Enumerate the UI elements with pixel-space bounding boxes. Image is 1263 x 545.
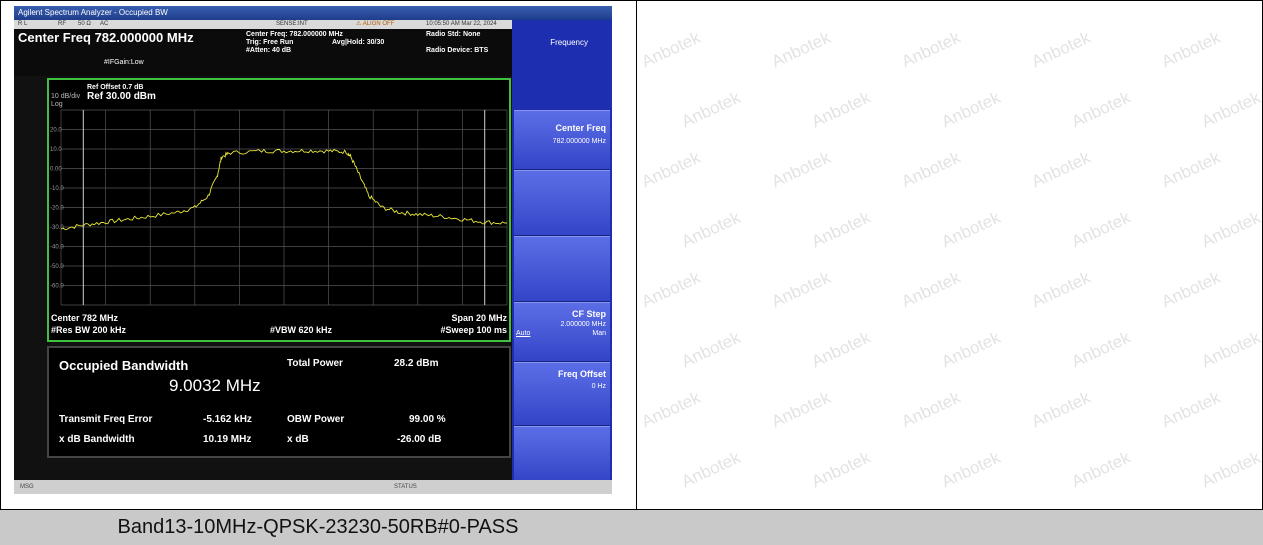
softkey-blank-2[interactable] — [514, 236, 610, 302]
status-sense: SENSE:INT — [276, 21, 308, 27]
avg-hold: Avg|Hold: 30/30 — [332, 39, 385, 46]
xdb-label: x dB — [287, 434, 309, 445]
cf-step-label: CF Step — [571, 309, 606, 319]
msg-label: MSG — [20, 484, 34, 490]
sweep: #Sweep 100 ms — [440, 325, 507, 335]
table-divider-horizontal — [0, 509, 1263, 510]
status-coupling: AC — [100, 21, 109, 27]
y-tick-label: -10.0 — [50, 186, 64, 192]
measurement-header — [14, 20, 512, 76]
softkey-blank-3[interactable] — [514, 426, 610, 482]
window-title: Agilent Spectrum Analyzer - Occupied BW — [14, 6, 612, 20]
radio-std: Radio Std: None — [426, 31, 481, 38]
freq-error-value: -5.162 kHz — [203, 414, 252, 425]
log-label: Log — [51, 101, 63, 108]
trig-mode: Trig: Free Run — [246, 39, 294, 46]
xdb-value: -26.00 dB — [397, 434, 442, 445]
freq-offset-label: Freq Offset — [557, 369, 606, 379]
y-tick-label: 10.0 — [50, 147, 62, 153]
freq-error-label: Transmit Freq Error — [59, 414, 153, 425]
obw-power-value: 99.00 % — [409, 414, 446, 425]
vbw: #VBW 620 kHz — [270, 325, 333, 335]
softkey-blank-1[interactable] — [514, 170, 610, 236]
center-freq-softkey-label: Center Freq — [555, 123, 606, 133]
caption-band — [0, 510, 1263, 545]
attenuation: #Atten: 40 dB — [246, 47, 292, 54]
status-row: R L RF 50 Ω AC SENSE:INT ⚠ ALIGN OFF 10:… — [14, 20, 512, 29]
center-freq-softkey[interactable]: Center Freq 782.000000 MHz — [514, 110, 610, 170]
spectrum-plot: Ref Offset 0.7 dB 10 dB/div Ref 30.00 dB… — [47, 78, 511, 342]
status-align: ⚠ ALIGN OFF — [356, 21, 395, 27]
spectrum-graticule: 20.0 10.0 0.00 -10.0 -20.0 -30.0 -40.0 -50.0 -60… — [50, 109, 508, 306]
softkey-menu-title: Frequency — [514, 22, 610, 70]
cf-step-auto[interactable]: Auto — [516, 330, 531, 337]
test-case-caption: Band13-10MHz-QPSK-23230-50RB#0-PASS — [117, 516, 519, 538]
softkey-panel: Frequency Center Freq 782.000000 MHz CF … — [512, 20, 612, 490]
radio-device: Radio Device: BTS — [426, 47, 489, 54]
obw-results-panel: Occupied Bandwidth 9.0032 MHz Total Powe… — [47, 346, 511, 458]
status-rf: RF — [58, 21, 66, 27]
xdb-bw-value: 10.19 MHz — [203, 434, 252, 445]
center-label: Center 782 MHz — [51, 313, 119, 323]
ref-level: Ref 30.00 dBm — [87, 91, 156, 102]
freq-offset-softkey[interactable]: Freq Offset 0 Hz — [514, 362, 610, 426]
table-border-left — [0, 0, 1, 545]
status-impedance: 50 Ω — [78, 21, 91, 27]
freq-offset-value: 0 Hz — [591, 383, 606, 390]
spectrum-analyzer-screenshot: Agilent Spectrum Analyzer - Occupied BW … — [14, 6, 612, 494]
status-label: STATUS — [394, 484, 417, 490]
cf-step-man[interactable]: Man — [592, 330, 606, 337]
ifgain: #IFGain:Low — [104, 59, 144, 66]
y-tick-label: -50.0 — [50, 264, 64, 270]
center-freq-softkey-value: 782.000000 MHz — [552, 138, 606, 145]
occupied-bw-value: 9.0032 MHz — [169, 376, 261, 395]
y-tick-label: -20.0 — [50, 206, 64, 212]
center-freq-detail: Center Freq: 782.000000 MHz — [246, 31, 343, 38]
y-tick-label: 20.0 — [50, 128, 62, 134]
res-bw: #Res BW 200 kHz — [51, 325, 127, 335]
y-tick-label: -60.0 — [50, 284, 64, 290]
y-tick-label: -30.0 — [50, 225, 64, 231]
status-rl: R L — [18, 21, 28, 27]
occupied-bw-label: Occupied Bandwidth — [59, 358, 189, 373]
table-border-top — [0, 0, 1263, 1]
menu-title: Frequency — [550, 38, 588, 47]
y-tick-label: -40.0 — [50, 245, 64, 251]
ref-offset: Ref Offset 0.7 dB — [87, 84, 144, 91]
center-freq-title: Center Freq 782.000000 MHz — [18, 30, 194, 45]
total-power-value: 28.2 dBm — [394, 358, 439, 369]
y-tick-label: 0.00 — [50, 167, 62, 173]
scale-div: 10 dB/div — [51, 93, 81, 100]
obw-power-label: OBW Power — [287, 414, 345, 425]
message-bar: MSG STATUS — [14, 480, 612, 494]
total-power-label: Total Power — [287, 358, 343, 369]
cf-step-softkey[interactable]: CF Step 2.000000 MHz Auto Man — [514, 302, 610, 362]
xdb-bw-label: x dB Bandwidth — [59, 434, 135, 445]
status-timestamp: 10:05:50 AM Mar 22, 2024 — [426, 21, 497, 27]
cf-step-value: 2.000000 MHz — [560, 321, 606, 328]
span: Span 20 MHz — [451, 313, 507, 323]
table-divider-vertical — [636, 0, 637, 545]
spectrum-trace — [60, 148, 508, 231]
